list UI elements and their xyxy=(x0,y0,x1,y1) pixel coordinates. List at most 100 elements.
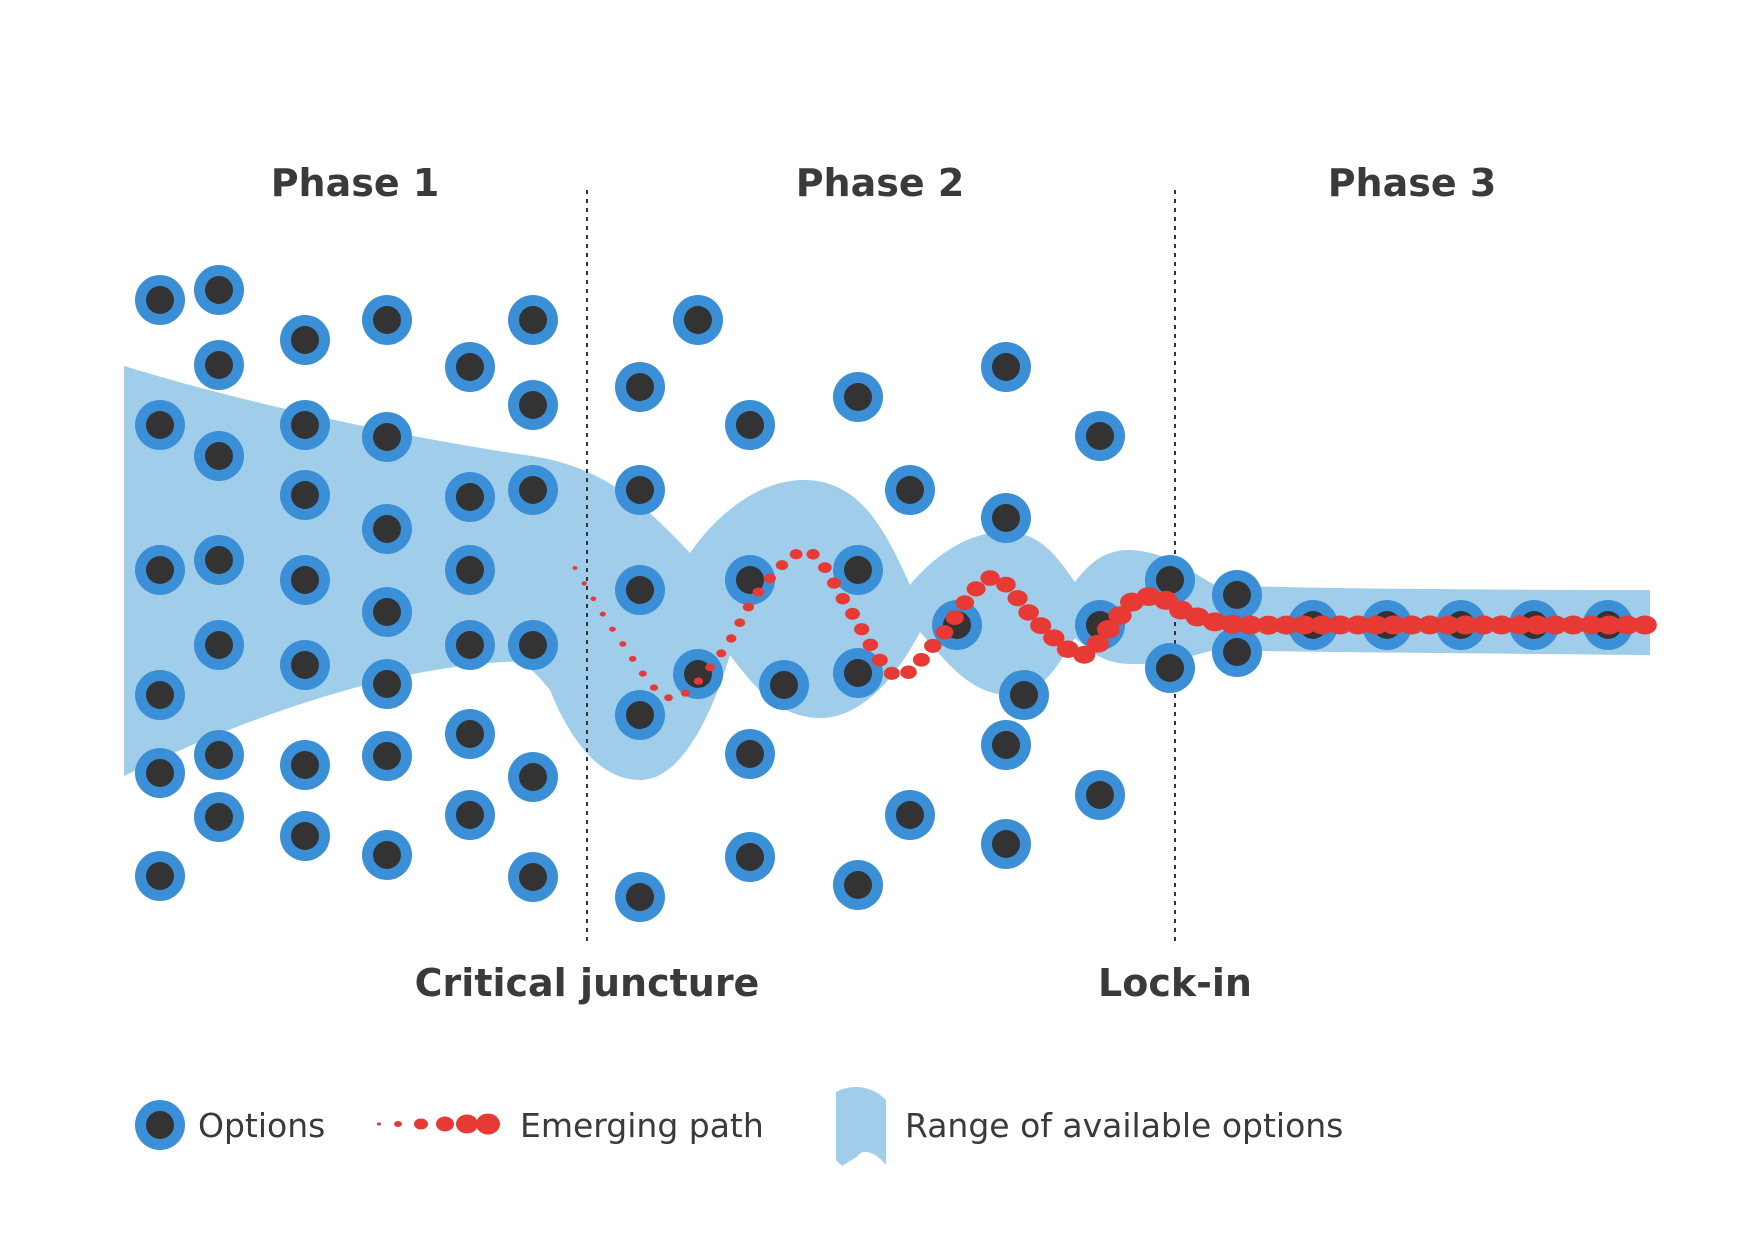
path-dot xyxy=(827,577,841,589)
option-marker xyxy=(1075,770,1125,820)
path-dot xyxy=(1043,629,1065,647)
phase-3-label: Phase 3 xyxy=(1328,161,1497,205)
path-dot xyxy=(581,581,587,586)
legend-options-label: Options xyxy=(198,1106,325,1145)
path-dot xyxy=(726,634,737,643)
path-dot xyxy=(629,655,637,662)
option-marker xyxy=(362,587,412,637)
option-marker xyxy=(508,752,558,802)
path-dot xyxy=(980,570,1000,586)
option-marker xyxy=(280,640,330,690)
option-marker xyxy=(615,565,665,615)
path-dot xyxy=(966,581,986,597)
path-dot xyxy=(1238,615,1263,635)
option-marker xyxy=(833,860,883,910)
path-dot xyxy=(1030,617,1052,634)
path-dot xyxy=(835,593,850,605)
path-dot xyxy=(1615,615,1639,635)
option-marker xyxy=(194,265,244,315)
path-dot xyxy=(1086,634,1110,653)
option-marker xyxy=(885,790,935,840)
option-marker xyxy=(999,670,1049,720)
path-dot xyxy=(680,689,690,697)
path-dot xyxy=(716,649,727,658)
lock-in-label: Lock-in xyxy=(1098,961,1252,1005)
option-marker xyxy=(445,472,495,522)
option-marker xyxy=(280,315,330,365)
path-dot xyxy=(789,549,803,560)
legend-range-label: Range of available options xyxy=(905,1106,1343,1145)
emerging-path xyxy=(572,549,1657,702)
path-dot xyxy=(1096,620,1120,639)
path-dot xyxy=(1018,604,1039,621)
legend: Options Emerging path Range of available… xyxy=(135,1086,1343,1166)
path-dot xyxy=(900,665,917,679)
option-marker xyxy=(833,648,883,698)
path-dot xyxy=(935,625,954,640)
legend-range-icon xyxy=(836,1086,886,1166)
option-marker xyxy=(280,400,330,450)
option-marker xyxy=(280,811,330,861)
path-dot xyxy=(1364,615,1388,635)
path-dot xyxy=(1579,615,1604,635)
path-dot xyxy=(1417,615,1442,635)
path-dot xyxy=(1073,645,1096,664)
path-dot xyxy=(619,641,627,647)
option-marker xyxy=(445,342,495,392)
path-dot xyxy=(1346,615,1370,635)
path-dot xyxy=(609,626,616,632)
path-dot xyxy=(1328,615,1352,635)
path-dot xyxy=(924,638,942,653)
path-dot xyxy=(996,576,1016,593)
path-dot xyxy=(1399,615,1424,635)
option-marker xyxy=(508,380,558,430)
phase-2-label: Phase 2 xyxy=(796,161,965,205)
option-marker xyxy=(1145,643,1195,693)
path-dot xyxy=(845,607,860,620)
option-marker xyxy=(280,740,330,790)
option-marker xyxy=(194,431,244,481)
option-marker xyxy=(280,555,330,605)
path-dot xyxy=(1597,615,1621,635)
option-marker xyxy=(445,790,495,840)
option-marker xyxy=(981,493,1031,543)
path-dot xyxy=(1007,590,1028,607)
option-marker xyxy=(135,400,185,450)
option-marker xyxy=(673,295,723,345)
path-dot xyxy=(1471,615,1496,635)
path-dot xyxy=(1256,615,1281,635)
option-marker xyxy=(135,670,185,720)
option-marker xyxy=(725,729,775,779)
path-dot xyxy=(752,587,765,597)
option-marker xyxy=(508,852,558,902)
option-marker xyxy=(362,731,412,781)
path-dot xyxy=(854,623,870,636)
path-dot xyxy=(599,611,606,617)
option-marker xyxy=(362,830,412,880)
option-marker xyxy=(759,660,809,710)
option-marker xyxy=(135,545,185,595)
option-marker xyxy=(615,465,665,515)
option-marker xyxy=(615,872,665,922)
path-dot xyxy=(1561,615,1586,635)
phase-1-label: Phase 1 xyxy=(271,161,440,205)
option-marker xyxy=(981,720,1031,770)
path-dot xyxy=(806,549,820,560)
option-marker xyxy=(981,819,1031,869)
path-dot xyxy=(664,694,673,702)
path-dot xyxy=(590,596,597,602)
option-marker xyxy=(135,748,185,798)
option-marker xyxy=(280,470,330,520)
path-dot xyxy=(1220,614,1245,634)
path-dot xyxy=(955,595,975,611)
option-marker xyxy=(362,659,412,709)
option-marker xyxy=(673,649,723,699)
option-marker xyxy=(885,465,935,515)
option-marker xyxy=(135,851,185,901)
legend-path-label: Emerging path xyxy=(520,1106,764,1145)
path-dot xyxy=(862,638,879,651)
path-dot xyxy=(742,602,755,612)
option-marker xyxy=(362,504,412,554)
path-dot xyxy=(1525,615,1550,635)
legend-path-icon xyxy=(377,1113,500,1135)
